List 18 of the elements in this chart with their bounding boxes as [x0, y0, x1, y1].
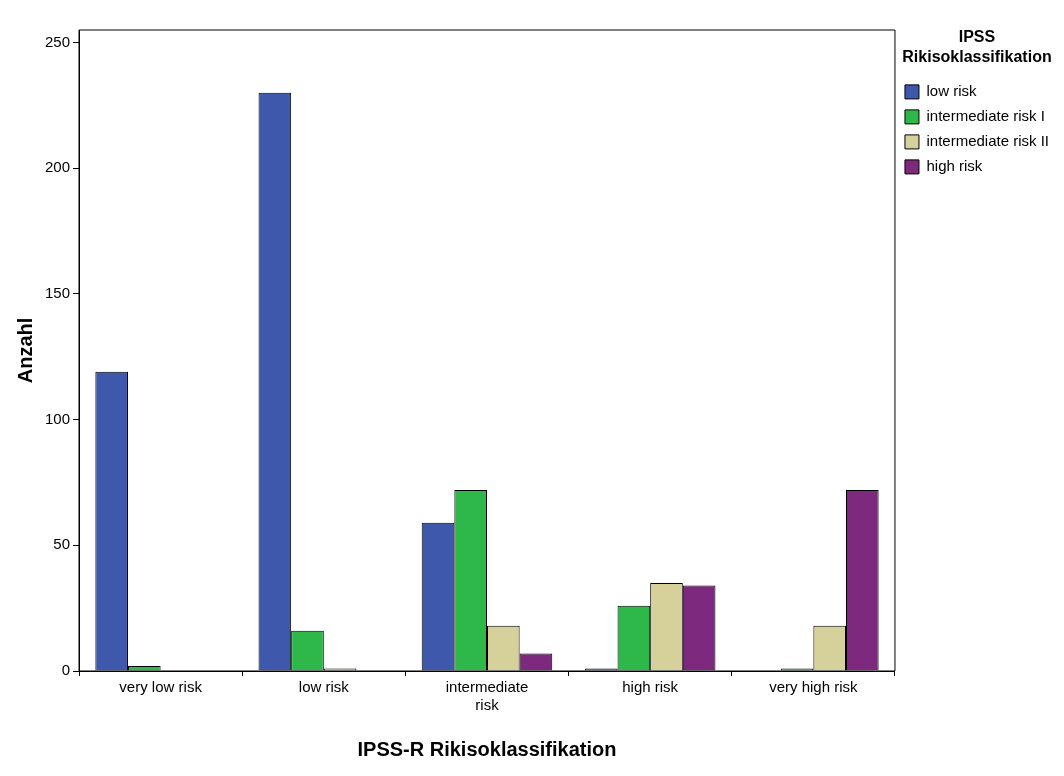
x-tick-label: low risk — [298, 678, 350, 696]
y-tick-label: 0 — [61, 661, 71, 679]
x-tick-label: very high risk — [769, 678, 859, 696]
legend-label: high risk — [926, 157, 983, 175]
legend-label: low risk — [926, 82, 977, 100]
y-tick-label: 50 — [53, 535, 71, 553]
x-axis-title: IPSS-R Rikisoklassifikation — [357, 737, 617, 760]
legend-title: IPSS Rikisoklassifikation — [902, 28, 1052, 65]
x-tick-label: very low risk — [119, 678, 203, 696]
x-tick-label: high risk — [622, 678, 679, 696]
y-tick-label: 100 — [45, 409, 71, 427]
legend-label: intermediate risk II — [926, 132, 1050, 150]
y-tick-label: 150 — [45, 284, 71, 302]
y-tick-label: 250 — [45, 32, 71, 50]
y-tick-label: 200 — [45, 158, 71, 176]
y-axis-title: Anzahl — [13, 317, 36, 384]
x-tick-label: intermediate risk — [445, 678, 529, 714]
legend-label: intermediate risk I — [926, 107, 1045, 125]
